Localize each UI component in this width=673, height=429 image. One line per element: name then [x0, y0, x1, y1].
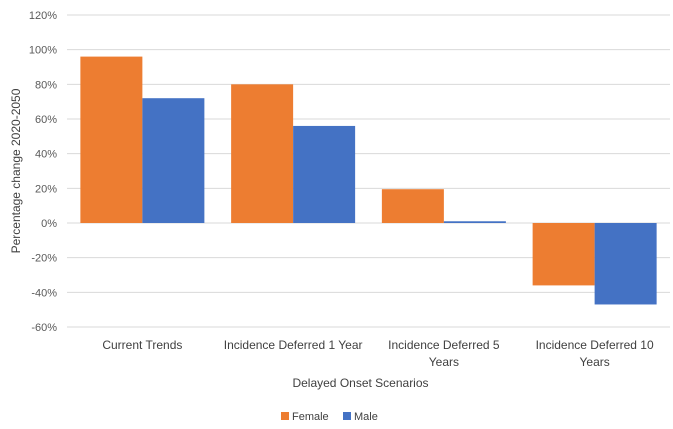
y-tick-label: 20%	[35, 183, 57, 195]
y-tick-label: 60%	[35, 114, 57, 126]
x-tick-label: Years	[580, 355, 610, 369]
x-tick-label: Years	[429, 355, 459, 369]
y-tick-label: -60%	[31, 322, 57, 334]
x-tick-label: Incidence Deferred 5	[388, 338, 500, 352]
x-axis-title: Delayed Onset Scenarios	[292, 376, 428, 390]
legend-label-female: Female	[292, 411, 329, 423]
bar-female	[231, 84, 294, 223]
bar-female	[80, 56, 143, 223]
x-tick-label: Current Trends	[102, 338, 182, 352]
y-tick-label: 120%	[29, 10, 57, 22]
bar-male	[443, 221, 506, 223]
bar-male	[142, 98, 205, 223]
bar-female	[381, 189, 444, 223]
x-tick-label: Incidence Deferred 10	[536, 338, 654, 352]
bar-male	[293, 125, 356, 223]
legend-swatch-female	[281, 412, 289, 420]
y-tick-label: -40%	[31, 287, 57, 299]
x-tick-label: Incidence Deferred 1 Year	[224, 338, 363, 352]
y-tick-label: 0%	[41, 218, 57, 230]
y-tick-label: 80%	[35, 79, 57, 91]
y-tick-label: 40%	[35, 149, 57, 161]
legend-swatch-male	[343, 412, 351, 420]
legend-label-male: Male	[354, 411, 378, 423]
y-axis-title: Percentage change 2020-2050	[9, 88, 23, 253]
y-tick-label: -20%	[31, 253, 57, 265]
bar-male	[594, 223, 657, 305]
bar-female	[532, 223, 595, 286]
y-tick-label: 100%	[29, 45, 57, 57]
